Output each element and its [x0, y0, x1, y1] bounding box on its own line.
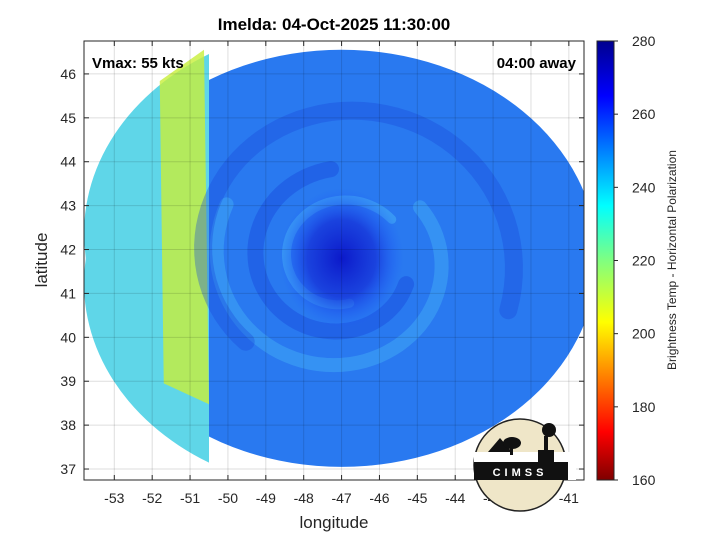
x-tick-label: -41 [559, 490, 579, 506]
y-tick-label: 44 [60, 154, 76, 170]
time-away-annotation: 04:00 away [497, 55, 577, 72]
y-tick-label: 39 [60, 373, 76, 389]
x-tick-label: -53 [104, 490, 124, 506]
y-tick-label: 40 [60, 329, 76, 345]
x-tick-label: -51 [180, 490, 200, 506]
swath-imagery [84, 49, 584, 467]
x-tick-label: -45 [407, 490, 427, 506]
spiral-band [194, 101, 523, 351]
x-tick-label: -52 [142, 490, 162, 506]
x-tick-label: -47 [331, 490, 351, 506]
x-axis-label: longitude [299, 513, 368, 532]
colorbar-tick-label: 220 [632, 253, 656, 269]
spiral-band [209, 197, 449, 373]
y-tick-label: 41 [60, 285, 76, 301]
y-tick-label: 46 [60, 66, 76, 82]
colorbar-tick-label: 200 [632, 326, 656, 342]
y-tick-label: 37 [60, 461, 76, 477]
colorbar-tick-label: 260 [632, 106, 656, 122]
colorbar-tick-label: 280 [632, 33, 656, 49]
chart-title: Imelda: 04-Oct-2025 11:30:00 [218, 15, 450, 34]
y-ticks: 37 38 39 40 41 42 43 44 45 46 [60, 66, 584, 477]
y-axis-label: latitude [32, 233, 51, 288]
vmax-annotation: Vmax: 55 kts [92, 55, 184, 72]
y-tick-label: 45 [60, 110, 76, 126]
x-tick-label: -46 [369, 490, 389, 506]
swath-warm-strip [159, 49, 209, 405]
colorbar [596, 40, 615, 481]
y-tick-label: 42 [60, 242, 76, 258]
colorbar-tick-label: 240 [632, 179, 656, 195]
colorbar-tick-label: 180 [632, 399, 656, 415]
axes-frame [83, 40, 585, 481]
grid-lines [84, 41, 584, 480]
cimss-logo: CIMSS [473, 418, 576, 512]
x-tick-label: -48 [294, 490, 314, 506]
spiral-band [247, 161, 415, 340]
colorbar-ticks: 160 180 200 220 240 260 280 [614, 33, 656, 488]
colorbar-label: Brightness Temp - Horizontal Polarizatio… [665, 150, 679, 370]
storm-core [279, 188, 404, 329]
x-tick-label: -49 [256, 490, 276, 506]
x-tick-label: -44 [445, 490, 465, 506]
x-tick-label: -50 [218, 490, 238, 506]
colorbar-tick-label: 160 [632, 472, 656, 488]
y-tick-label: 38 [60, 417, 76, 433]
y-tick-label: 43 [60, 198, 76, 214]
logo-text: CIMSS [493, 467, 548, 479]
